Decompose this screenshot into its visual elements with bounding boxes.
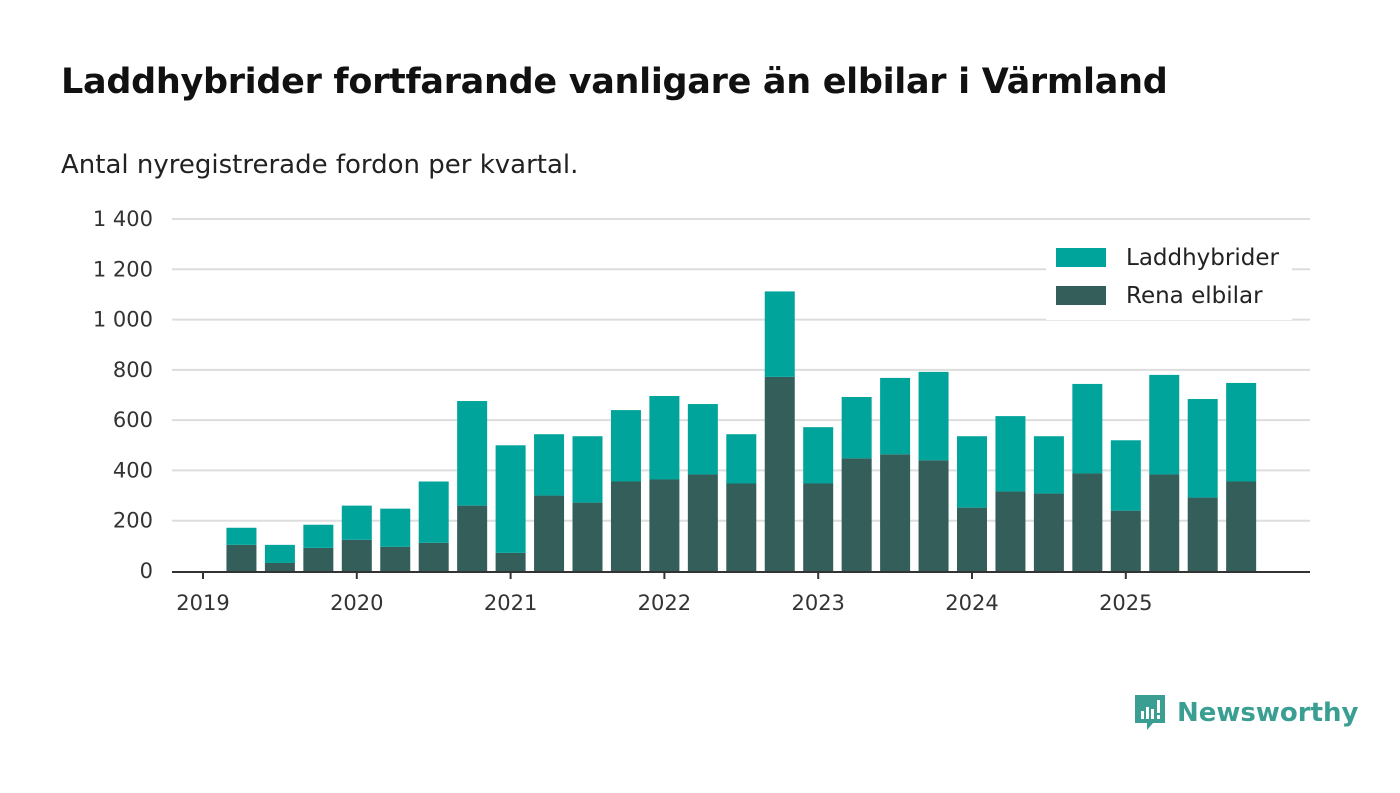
bar-laddhybrider [610,410,641,482]
bar-rena-elbilar [457,505,488,571]
bar-laddhybrider [726,434,757,484]
bar-laddhybrider [1187,399,1218,498]
y-tick-label: 400 [113,458,153,482]
bar-rena-elbilar [880,454,911,571]
legend-swatch [1056,286,1106,305]
bar-rena-elbilar [918,460,949,571]
bar-rena-elbilar [534,495,565,571]
bar-rena-elbilar [264,562,295,571]
bar-laddhybrider [264,544,295,563]
legend-label: Rena elbilar [1126,283,1263,309]
bar-laddhybrider [995,416,1026,492]
bar-laddhybrider [918,371,949,461]
bar-laddhybrider [1033,436,1064,494]
logo-icon [1135,695,1165,730]
bar-laddhybrider [572,436,603,503]
y-tick-label: 200 [113,509,153,533]
bar-rena-elbilar [303,547,334,571]
bar-rena-elbilar [495,552,526,571]
bar-laddhybrider [957,436,987,508]
chart-title: Laddhybrider fortfarande vanligare än el… [61,62,1168,102]
y-tick-label: 1 400 [93,207,153,231]
bar-rena-elbilar [1072,473,1103,571]
chart-subtitle: Antal nyregistrerade fordon per kvartal. [61,150,579,180]
bar-laddhybrider [1072,383,1103,474]
bar-rena-elbilar [572,502,603,571]
legend-swatch [1056,248,1106,267]
x-tick-label: 2019 [176,591,229,615]
bar-rena-elbilar [841,458,872,571]
bar-laddhybrider [457,401,488,506]
bar-laddhybrider [226,527,257,545]
bar-laddhybrider [1226,382,1257,482]
bar-laddhybrider [764,291,795,377]
bar-laddhybrider [303,524,334,548]
y-tick-label: 1 000 [93,308,153,332]
bar-rena-elbilar [995,491,1026,571]
legend-label: Laddhybrider [1126,245,1279,271]
bar-rena-elbilar [726,483,757,571]
x-tick-label: 2021 [484,591,537,615]
bar-rena-elbilar [341,539,372,571]
bar-rena-elbilar [1226,481,1257,571]
brand-name: Newsworthy [1177,698,1359,728]
y-tick-label: 1 200 [93,257,153,281]
bar-laddhybrider [418,481,449,543]
bar-laddhybrider [1110,440,1141,511]
bar-rena-elbilar [764,376,795,571]
bar-rena-elbilar [1149,474,1180,571]
bar-rena-elbilar [649,479,680,571]
bar-rena-elbilar [380,546,411,571]
bar-rena-elbilar [418,542,449,571]
bar-rena-elbilar [687,474,718,571]
x-tick-label: 2022 [638,591,691,615]
bar-laddhybrider [341,505,372,540]
bar-laddhybrider [495,445,526,553]
bar-rena-elbilar [957,507,987,571]
bar-laddhybrider [803,427,834,484]
x-tick-label: 2023 [791,591,844,615]
bar-rena-elbilar [1187,497,1218,571]
y-tick-label: 600 [113,408,153,432]
bar-rena-elbilar [1033,493,1064,571]
x-tick-label: 2020 [330,591,383,615]
bar-laddhybrider [534,434,565,496]
bar-laddhybrider [649,396,680,480]
bar-rena-elbilar [1110,510,1141,571]
y-tick-label: 0 [140,559,153,583]
bar-rena-elbilar [226,544,257,571]
bar-rena-elbilar [610,481,641,571]
y-tick-label: 800 [113,358,153,382]
x-tick-label: 2025 [1099,591,1152,615]
newsworthy-logo: Newsworthy [1133,693,1358,733]
bar-laddhybrider [880,377,911,455]
bar-laddhybrider [1149,374,1180,475]
bar-rena-elbilar [803,483,834,571]
bar-laddhybrider [687,404,718,475]
bar-laddhybrider [380,508,411,547]
x-tick-label: 2024 [945,591,998,615]
bar-laddhybrider [841,397,872,459]
